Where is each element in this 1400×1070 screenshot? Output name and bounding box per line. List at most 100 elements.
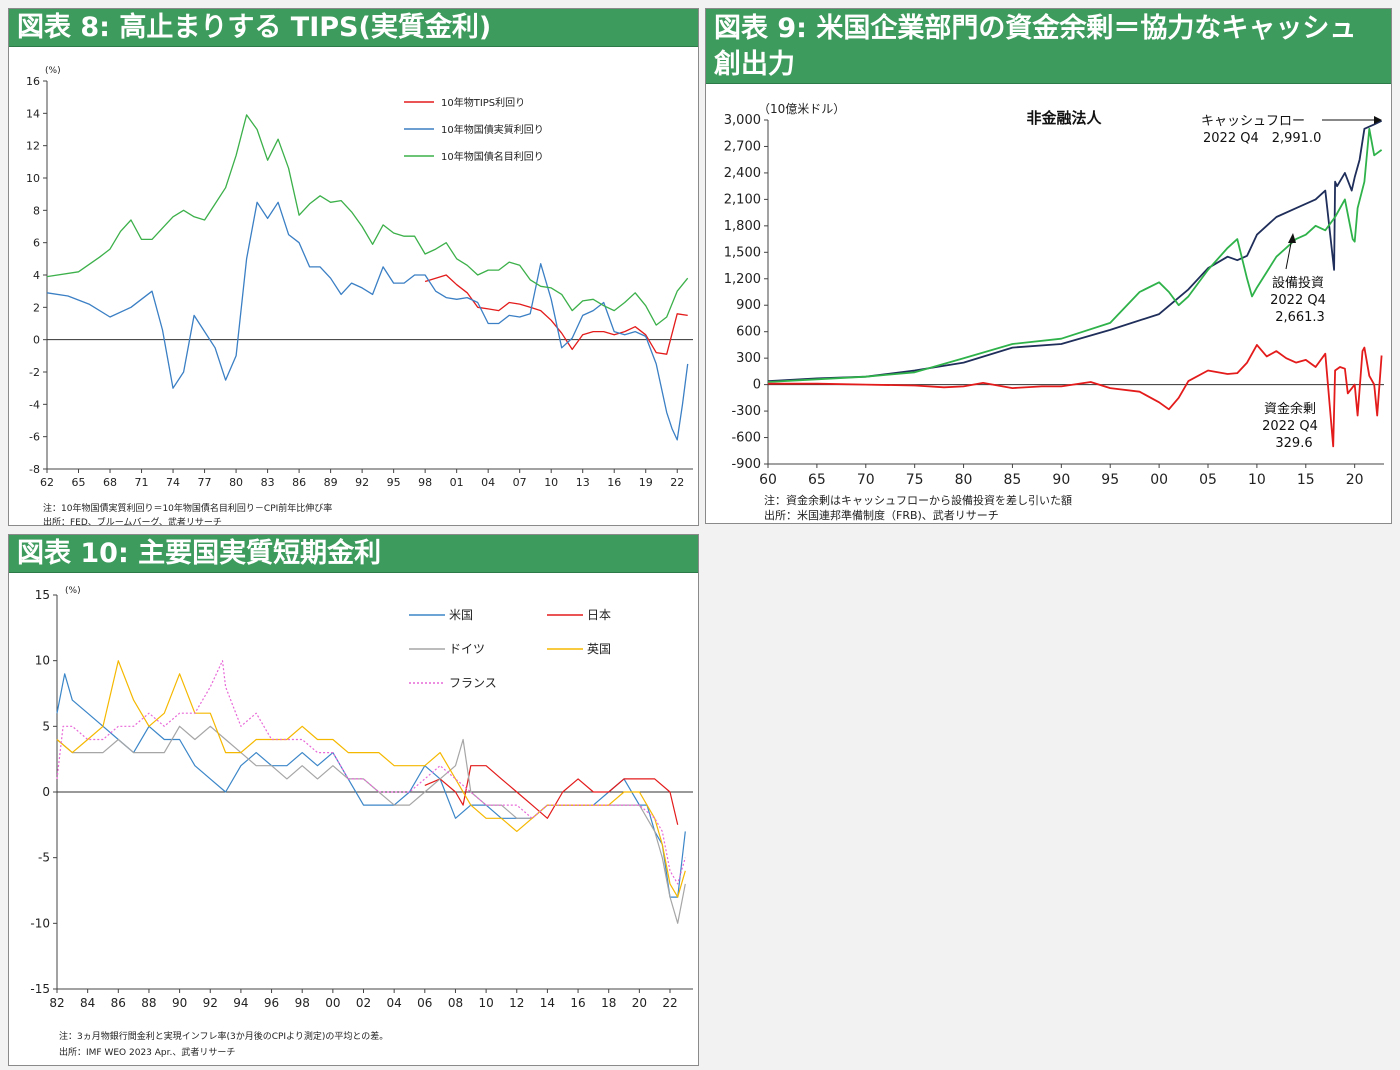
x-tick-label: 65	[808, 472, 826, 488]
x-tick-label: 68	[103, 476, 117, 489]
x-tick-label: 84	[80, 996, 95, 1010]
y-tick-label: 6	[33, 237, 40, 250]
series-line-tips	[424, 274, 688, 355]
chart-note: 注：3ヵ月物銀行間金利と実現インフレ率(3か月後のCPIより測定)の平均との差。	[59, 1030, 388, 1042]
y-tick-label: 10	[26, 172, 40, 185]
x-tick-label: 77	[198, 476, 212, 489]
annotation-surplus-label: 資金余剰	[1264, 401, 1316, 417]
x-tick-label: 10	[1248, 472, 1266, 488]
y-tick-label: 0	[42, 785, 50, 799]
panel-title: 図表 8: 高止まりする TIPS(実質金利)	[9, 9, 698, 47]
x-tick-label: 65	[72, 476, 86, 489]
legend-label: 10年物TIPS利回り	[441, 96, 525, 109]
y-tick-label: -10	[30, 916, 50, 930]
x-tick-label: 20	[632, 996, 647, 1010]
x-tick-label: 01	[450, 476, 464, 489]
annotation-surplus-value: 329.6	[1275, 436, 1312, 451]
y-tick-label: 0	[753, 378, 761, 393]
legend-label: 米国	[449, 608, 473, 622]
x-tick-label: 15	[1297, 472, 1315, 488]
x-tick-label: 98	[418, 476, 432, 489]
y-tick-label: 4	[33, 269, 40, 282]
chart-subtitle: 非金融法人	[1026, 109, 1102, 127]
annotation-capex-value: 2,661.3	[1275, 310, 1325, 325]
x-tick-label: 74	[166, 476, 180, 489]
arrow-head-icon	[1288, 233, 1296, 243]
arrow-head-icon	[1374, 116, 1382, 124]
x-tick-label: 95	[387, 476, 401, 489]
legend-label: 10年物国債実質利回り	[441, 123, 544, 136]
y-tick-label: -5	[38, 851, 50, 865]
x-tick-label: 04	[481, 476, 495, 489]
y-tick-label: -600	[731, 431, 761, 446]
series-line-JP	[424, 765, 679, 825]
x-tick-label: 10	[478, 996, 493, 1010]
x-tick-label: 12	[509, 996, 524, 1010]
y-tick-label: 16	[26, 75, 40, 88]
y-tick-label: 2,100	[724, 192, 761, 207]
x-tick-label: 22	[662, 996, 677, 1010]
x-tick-label: 02	[356, 996, 371, 1010]
y-tick-label: -300	[731, 404, 761, 419]
chart-source: 出所：FED、ブルームバーグ、武者リサーチ	[43, 516, 222, 526]
x-tick-label: 88	[141, 996, 156, 1010]
x-tick-label: 16	[607, 476, 621, 489]
x-tick-label: 04	[387, 996, 402, 1010]
unit-label: (%)	[45, 66, 61, 76]
series-line-UK	[56, 660, 686, 898]
x-tick-label: 86	[292, 476, 306, 489]
x-tick-label: 92	[203, 996, 218, 1010]
x-tick-label: 90	[1052, 472, 1070, 488]
x-tick-label: 10	[544, 476, 558, 489]
y-tick-label: 600	[736, 325, 761, 340]
chart-source: 出所：米国連邦準備制度（FRB)、武者リサーチ	[764, 508, 999, 522]
y-tick-label: -2	[29, 366, 40, 379]
annotation-capex-label: 設備投資	[1272, 275, 1324, 291]
chart-note: 注：資金余剰はキャッシュフローから設備投資を差し引いた額	[764, 493, 1072, 507]
x-tick-label: 80	[229, 476, 243, 489]
x-tick-label: 08	[448, 996, 463, 1010]
x-tick-label: 75	[906, 472, 924, 488]
series-line-real	[46, 201, 689, 441]
series-line-FR	[56, 660, 686, 885]
x-tick-label: 82	[49, 996, 64, 1010]
x-tick-label: 71	[135, 476, 149, 489]
y-tick-label: 3,000	[724, 113, 761, 128]
y-tick-label: 0	[33, 334, 40, 347]
y-tick-label: 300	[736, 351, 761, 366]
annotation-capex-period: 2022 Q4	[1270, 293, 1326, 308]
x-tick-label: 89	[324, 476, 338, 489]
y-tick-label: 1,200	[724, 272, 761, 287]
chart-real-short-rates: -15 -10 -5 0 5 10 15 82 84 86 88 90 92 94 96 98 00 02 04 06…	[30, 586, 693, 1058]
legend-label: フランス	[449, 676, 497, 690]
panel-chart-9: 図表 9: 米国企業部門の資金余剰＝協力なキャッシュ創出力 -900 -600 -3…	[705, 8, 1392, 524]
series-line-cashflow	[767, 119, 1382, 382]
x-tick-label: 95	[1101, 472, 1119, 488]
x-tick-label: 83	[261, 476, 275, 489]
chart-note: 注：10年物国債実質利回り＝10年物国債名目利回り－CPI前年比伸び率	[43, 502, 332, 514]
annotation-cashflow-value: 2022 Q4 2,991.0	[1203, 131, 1321, 146]
x-tick-label: 60	[759, 472, 777, 488]
chart-source: 出所：IMF WEO 2023 Apr.、武者リサーチ	[59, 1046, 235, 1058]
x-tick-label: 70	[857, 472, 875, 488]
x-tick-label: 94	[233, 996, 248, 1010]
y-tick-label: 1,800	[724, 219, 761, 234]
y-tick-label: -8	[29, 463, 40, 476]
annotation-surplus-period: 2022 Q4	[1262, 419, 1318, 434]
x-tick-label: 90	[172, 996, 187, 1010]
y-tick-label: 2	[33, 301, 40, 314]
x-tick-label: 80	[955, 472, 973, 488]
x-tick-label: 16	[570, 996, 585, 1010]
x-tick-label: 18	[601, 996, 616, 1010]
x-tick-label: 07	[513, 476, 527, 489]
chart-corporate-cashflow: -900 -600 -300 0 300 600 900 1,200 1,500 1,800 2,1…	[724, 102, 1384, 522]
x-tick-label: 00	[1150, 472, 1168, 488]
x-tick-label: 19	[639, 476, 653, 489]
y-tick-label: 1,500	[724, 245, 761, 260]
panel-title: 図表 9: 米国企業部門の資金余剰＝協力なキャッシュ創出力	[706, 9, 1391, 84]
x-tick-label: 92	[355, 476, 369, 489]
y-tick-label: 2,700	[724, 139, 761, 154]
y-tick-label: 14	[26, 107, 40, 120]
unit-label: (%)	[65, 586, 81, 596]
